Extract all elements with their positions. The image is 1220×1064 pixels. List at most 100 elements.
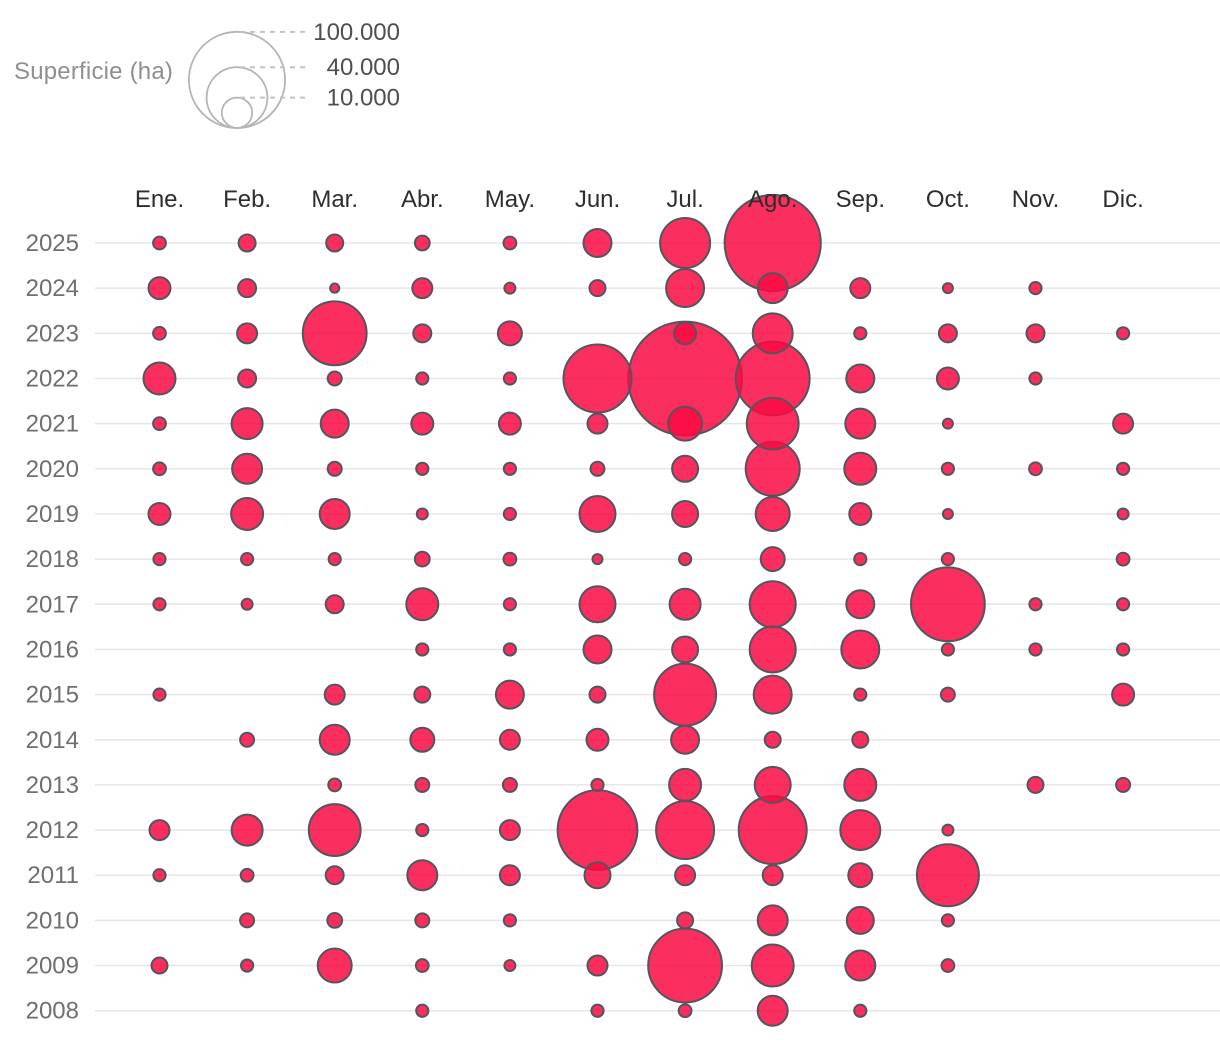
bubble-feb-2019[interactable] [230,496,265,531]
bubble-abr-2018[interactable] [413,550,431,568]
bubble-abr-2015[interactable] [413,685,432,704]
bubble-sep-2017[interactable] [845,589,876,620]
bubble-oct-2020[interactable] [940,461,956,476]
bubble-jul-2024[interactable] [665,268,706,309]
bubble-feb-2018[interactable] [240,552,255,567]
bubble-oct-2024[interactable] [941,282,954,295]
bubble-sep-2014[interactable] [851,730,870,749]
bubble-jul-2014[interactable] [670,724,701,755]
bubble-jul-2008[interactable] [677,1003,693,1019]
bubble-dic-2017[interactable] [1116,597,1131,612]
bubble-abr-2025[interactable] [413,234,431,252]
bubble-feb-2010[interactable] [239,912,256,929]
bubble-dic-2013[interactable] [1115,776,1132,793]
bubble-mar-2013[interactable] [327,777,343,793]
bubble-may-2014[interactable] [498,728,521,751]
bubble-dic-2023[interactable] [1116,326,1131,341]
bubble-jun-2011[interactable] [583,861,612,890]
bubble-jul-2012[interactable] [655,800,716,861]
bubble-jul-2015[interactable] [653,662,718,727]
bubble-ago-2011[interactable] [761,864,784,887]
bubble-abr-2011[interactable] [406,859,439,892]
bubble-dic-2020[interactable] [1116,461,1131,476]
bubble-oct-2009[interactable] [940,958,956,973]
bubble-may-2022[interactable] [502,371,517,386]
bubble-mar-2011[interactable] [324,865,345,886]
bubble-feb-2009[interactable] [240,958,255,973]
bubble-may-2020[interactable] [502,461,517,476]
bubble-oct-2023[interactable] [937,323,958,344]
bubble-may-2015[interactable] [494,679,525,710]
bubble-may-2009[interactable] [503,959,517,973]
bubble-sep-2016[interactable] [840,629,881,670]
bubble-feb-2017[interactable] [240,597,254,611]
bubble-jun-2017[interactable] [578,585,617,624]
bubble-jun-2008[interactable] [590,1003,605,1018]
bubble-abr-2010[interactable] [414,912,431,929]
bubble-jul-2009[interactable] [647,927,723,1004]
bubble-ago-2009[interactable] [750,943,795,988]
bubble-jun-2024[interactable] [588,279,607,298]
bubble-oct-2015[interactable] [939,686,956,703]
bubble-jul-2023[interactable] [673,321,698,346]
bubble-may-2016[interactable] [502,642,517,657]
bubble-nov-2016[interactable] [1028,642,1043,657]
bubble-dic-2016[interactable] [1116,642,1131,657]
bubble-oct-2019[interactable] [941,507,954,520]
bubble-may-2017[interactable] [502,597,517,612]
bubble-mar-2012[interactable] [307,803,362,857]
bubble-dic-2015[interactable] [1111,682,1136,707]
bubble-sep-2022[interactable] [845,363,876,394]
bubble-sep-2010[interactable] [845,905,875,935]
bubble-ago-2019[interactable] [754,495,791,532]
bubble-oct-2012[interactable] [941,823,955,837]
bubble-ago-2017[interactable] [748,580,797,629]
bubble-nov-2024[interactable] [1028,281,1043,296]
bubble-dic-2019[interactable] [1116,507,1130,521]
bubble-sep-2015[interactable] [853,687,868,702]
bubble-jul-2025[interactable] [659,217,712,269]
bubble-oct-2016[interactable] [940,642,956,657]
bubble-nov-2023[interactable] [1025,323,1046,344]
bubble-jun-2015[interactable] [588,685,607,704]
bubble-mar-2010[interactable] [326,912,344,929]
bubble-ene-2024[interactable] [147,276,172,301]
bubble-may-2011[interactable] [498,864,521,887]
bubble-mar-2020[interactable] [326,460,343,477]
bubble-jul-2013[interactable] [668,767,703,802]
bubble-mar-2017[interactable] [324,594,345,615]
bubble-ago-2014[interactable] [763,730,782,749]
bubble-ago-2013[interactable] [753,765,792,804]
bubble-mar-2023[interactable] [301,300,368,367]
bubble-abr-2019[interactable] [415,507,429,521]
bubble-may-2012[interactable] [498,819,521,842]
bubble-nov-2020[interactable] [1028,461,1043,477]
bubble-abr-2017[interactable] [405,587,440,622]
bubble-feb-2025[interactable] [237,233,257,253]
bubble-abr-2022[interactable] [415,371,430,386]
bubble-abr-2024[interactable] [411,277,434,300]
bubble-abr-2021[interactable] [410,411,435,436]
bubble-jun-2009[interactable] [586,954,609,977]
bubble-sep-2023[interactable] [853,326,868,341]
bubble-jun-2018[interactable] [591,553,604,566]
bubble-jun-2016[interactable] [582,634,613,665]
bubble-feb-2024[interactable] [237,278,258,299]
bubble-sep-2020[interactable] [843,451,878,486]
bubble-jul-2019[interactable] [671,499,700,528]
bubble-sep-2008[interactable] [853,1003,868,1018]
bubble-jun-2022[interactable] [562,343,633,414]
bubble-jun-2021[interactable] [586,412,609,435]
bubble-may-2019[interactable] [502,506,517,522]
bubble-ene-2009[interactable] [150,956,169,975]
bubble-ene-2017[interactable] [152,597,167,612]
bubble-abr-2020[interactable] [415,461,430,476]
bubble-ago-2023[interactable] [751,312,794,355]
bubble-sep-2013[interactable] [843,767,878,802]
bubble-ene-2021[interactable] [152,416,167,432]
bubble-jul-2017[interactable] [668,587,702,621]
bubble-jun-2013[interactable] [590,777,605,793]
bubble-abr-2013[interactable] [414,776,431,793]
bubble-ago-2008[interactable] [756,994,789,1027]
bubble-nov-2022[interactable] [1028,371,1043,386]
